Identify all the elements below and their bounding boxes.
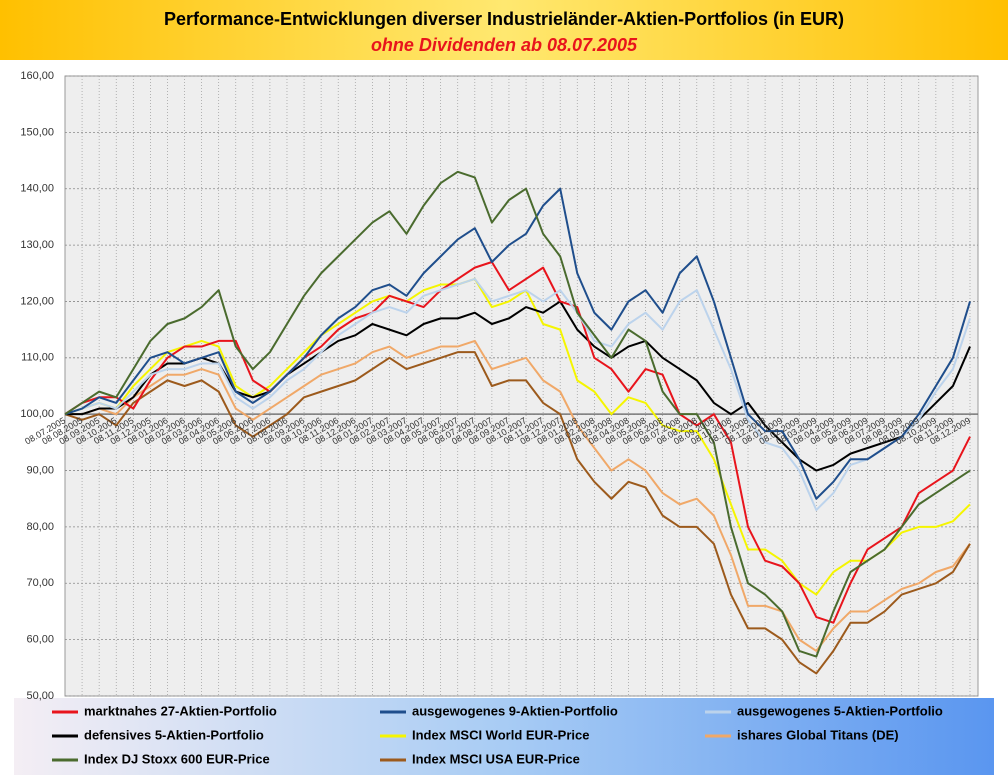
y-tick-label: 80,00 — [26, 521, 54, 533]
y-tick-label: 150,00 — [20, 126, 54, 138]
y-tick-label: 120,00 — [20, 295, 54, 307]
y-tick-label: 70,00 — [26, 577, 54, 589]
legend-label: ausgewogenes 5-Aktien-Portfolio — [737, 703, 943, 718]
series-line — [64, 277, 971, 596]
plot-area — [64, 75, 979, 697]
series-line — [64, 170, 971, 658]
legend-label: Index MSCI USA EUR-Price — [412, 751, 580, 766]
y-tick-label: 60,00 — [26, 634, 54, 646]
legend-label: defensives 5-Aktien-Portfolio — [84, 727, 264, 742]
chart-title: Performance-Entwicklungen diverser Indus… — [164, 9, 844, 29]
y-tick-label: 100,00 — [20, 408, 54, 420]
legend-box — [14, 698, 994, 775]
legend-label: ishares Global Titans (DE) — [737, 727, 899, 742]
y-tick-label: 50,00 — [26, 690, 54, 702]
title-banner — [0, 0, 1008, 60]
y-tick-label: 90,00 — [26, 464, 54, 476]
y-tick-label: 160,00 — [20, 70, 54, 82]
series-line — [64, 351, 971, 675]
y-tick-label: 110,00 — [21, 352, 54, 364]
legend-label: Index DJ Stoxx 600 EUR-Price — [84, 751, 270, 766]
chart-subtitle: ohne Dividenden ab 08.07.2005 — [371, 35, 638, 55]
y-tick-label: 130,00 — [20, 239, 54, 251]
legend-label: ausgewogenes 9-Aktien-Portfolio — [412, 703, 618, 718]
series-line — [64, 261, 971, 624]
series-line — [64, 277, 971, 511]
y-tick-label: 140,00 — [20, 183, 54, 195]
legend-label: Index MSCI World EUR-Price — [412, 727, 589, 742]
series-line — [64, 187, 971, 500]
legend-label: marktnahes 27-Aktien-Portfolio — [84, 703, 277, 718]
